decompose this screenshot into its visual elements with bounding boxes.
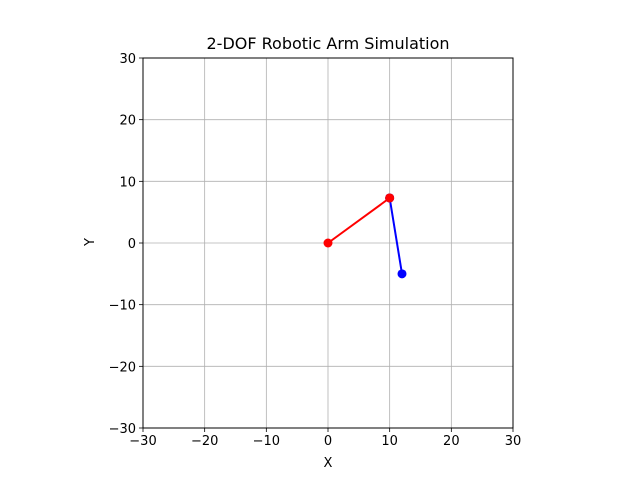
x-tick-label: −20: [191, 434, 218, 449]
x-tick-label: −10: [253, 434, 280, 449]
axis-ticks: −30 −20 −10 0 10 20 30 −30 −20 −10 0 10 20 30: [109, 52, 522, 449]
y-tick-label: 20: [119, 114, 136, 129]
x-tick-label: 10: [381, 434, 398, 449]
y-tick-label: 10: [119, 175, 136, 190]
x-tick-label: 30: [505, 434, 522, 449]
arm-link-2: [388, 197, 403, 274]
arm-link-1: [327, 197, 391, 244]
x-tick-label: 20: [443, 434, 460, 449]
x-tick-label: 0: [324, 434, 332, 449]
chart-title: 2-DOF Robotic Arm Simulation: [206, 34, 449, 53]
x-tick-label: −30: [129, 434, 156, 449]
joint-marker: [323, 238, 333, 248]
y-tick-label: −20: [109, 360, 136, 375]
y-tick-label: 0: [128, 237, 136, 252]
y-axis-title: Y: [83, 238, 98, 247]
joint-marker: [397, 269, 407, 279]
joint-marker: [385, 193, 395, 203]
y-tick-label: 30: [119, 52, 136, 67]
y-tick-label: −10: [109, 299, 136, 314]
data-series: [323, 193, 407, 279]
plot-frame: [142, 57, 514, 429]
x-axis-title: X: [324, 456, 333, 471]
y-tick-label: −30: [109, 422, 136, 437]
